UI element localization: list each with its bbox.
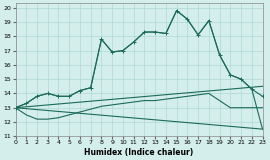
X-axis label: Humidex (Indice chaleur): Humidex (Indice chaleur) xyxy=(85,148,194,156)
